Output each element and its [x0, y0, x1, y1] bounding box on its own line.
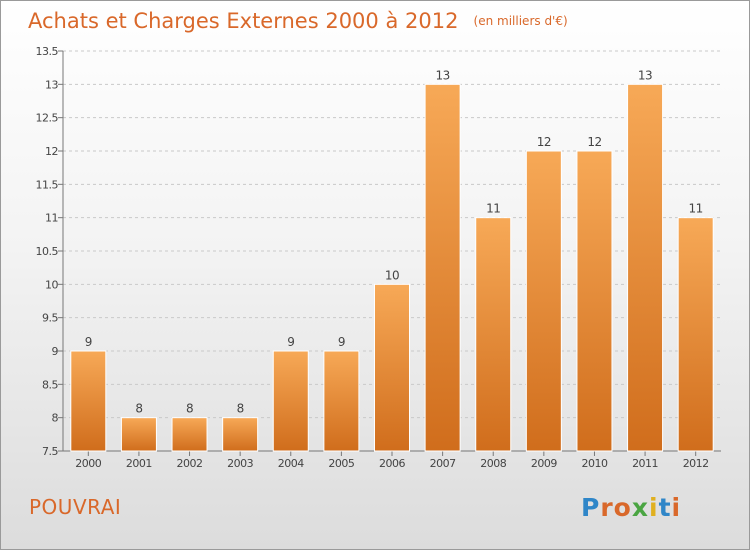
bar-value-label: 10: [385, 268, 399, 282]
bar: [171, 417, 208, 452]
bar-value-label: 12: [587, 135, 601, 149]
commune-name: POUVRAI: [29, 495, 122, 519]
x-tick-label: 2005: [328, 457, 354, 470]
y-tick-label: 10.5: [36, 245, 59, 258]
bar: [374, 283, 410, 452]
proxiti-logo: Proxiti: [581, 493, 681, 522]
bar: [475, 217, 512, 452]
y-tick-label: 8.5: [42, 378, 58, 391]
bars: [70, 83, 714, 452]
x-tick-label: 2004: [278, 457, 304, 470]
bar-value-label: 8: [135, 402, 142, 416]
y-tick-label: 11: [45, 212, 58, 225]
logo-letter: t: [658, 493, 672, 522]
bar-value-label: 9: [287, 335, 294, 349]
x-tick-label: 2012: [683, 457, 709, 470]
bar-value-label: 13: [638, 68, 652, 82]
x-tick-label: 2006: [379, 457, 405, 470]
y-tick-label: 10: [45, 278, 58, 291]
x-tick-label: 2011: [632, 457, 658, 470]
x-tick-label: 2003: [227, 457, 253, 470]
bar-value-label: 9: [338, 335, 345, 349]
bar-value-label: 8: [237, 402, 244, 416]
x-tick-label: 2009: [531, 457, 557, 470]
y-tick-label: 11.5: [36, 178, 59, 191]
logo-letter: P: [581, 493, 601, 522]
y-tick-label: 9: [52, 345, 59, 358]
bar-value-label: 11: [486, 202, 500, 216]
y-tick-label: 12: [45, 145, 58, 158]
y-tick-label: 13: [45, 78, 58, 91]
y-tick-label: 7.5: [42, 445, 58, 458]
x-tick-label: 2008: [480, 457, 506, 470]
bar: [272, 350, 309, 452]
logo-letter: x: [631, 493, 649, 522]
y-tick-label: 12.5: [36, 112, 59, 125]
bar: [222, 417, 259, 452]
x-tick-label: 2010: [581, 457, 607, 470]
x-tick-label: 2002: [177, 457, 203, 470]
bar: [677, 217, 714, 452]
y-tick-label: 8: [52, 412, 59, 425]
logo-letter: i: [649, 493, 659, 522]
logo-letter: r: [600, 493, 614, 522]
bar-value-label: 12: [537, 135, 551, 149]
chart-unit: (en milliers d'€): [473, 14, 568, 28]
chart-title: Achats et Charges Externes 2000 à 2012: [28, 9, 459, 33]
bar: [627, 83, 664, 452]
y-tick-label: 13.5: [36, 45, 59, 58]
bar: [576, 150, 613, 452]
x-tick-label: 2000: [75, 457, 101, 470]
bar-value-label: 11: [689, 202, 703, 216]
bar-value-label: 8: [186, 402, 193, 416]
bar: [120, 417, 157, 452]
x-tick-label: 2001: [126, 457, 152, 470]
bar: [70, 350, 107, 452]
y-tick-label: 9.5: [42, 312, 58, 325]
bar: [323, 350, 360, 452]
bar-value-label: 9: [85, 335, 92, 349]
logo-letter: i: [671, 493, 682, 522]
bar: [424, 83, 461, 452]
logo-letter: o: [613, 493, 632, 522]
x-tick-label: 2007: [430, 457, 456, 470]
labels: 7.5 8 8.5 9 9.5 10 10.5 11 11.5 12 12.5 13 13.5 9 2000…: [36, 45, 710, 470]
chart-title-row: Achats et Charges Externes 2000 à 2012 (…: [28, 9, 568, 33]
bar-value-label: 13: [435, 68, 449, 82]
bar: [525, 150, 562, 452]
